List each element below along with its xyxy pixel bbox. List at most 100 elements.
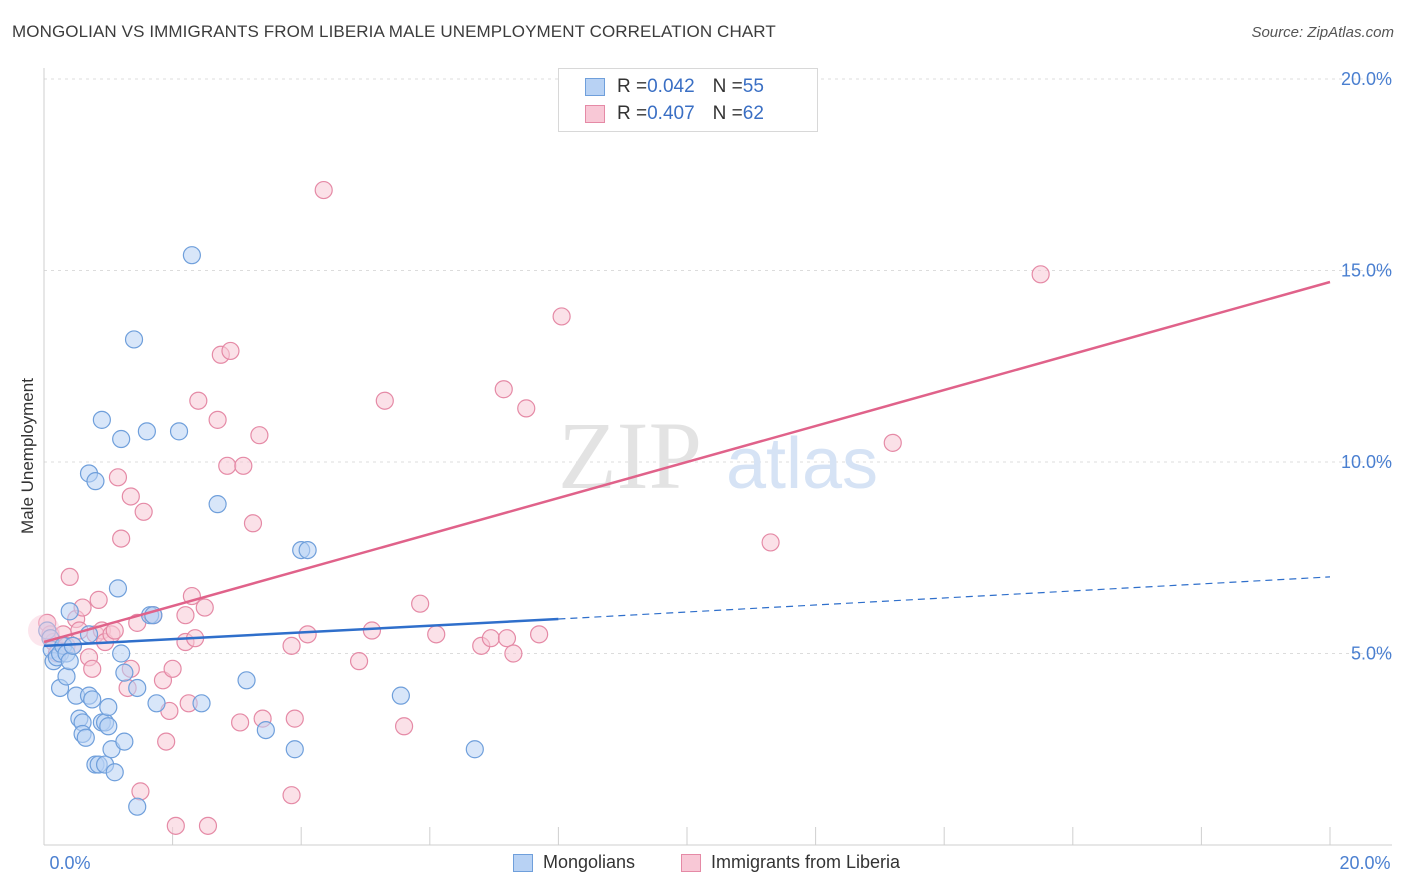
- liberia-point: [552, 307, 571, 326]
- n-value: 62: [742, 103, 764, 124]
- n-label: N =: [712, 103, 743, 124]
- r-value: 0.042: [647, 76, 695, 97]
- mongolians-point: [391, 686, 410, 705]
- x-tick-label: 0.0%: [49, 853, 90, 873]
- liberia-point: [504, 644, 523, 663]
- mongolians-point: [285, 740, 304, 759]
- legend-label: Immigrants from Liberia: [711, 852, 901, 872]
- liberia-point: [883, 433, 902, 452]
- y-axis-label: Male Unemployment: [18, 378, 37, 534]
- liberia-point: [121, 487, 140, 506]
- mongolians-point: [57, 667, 76, 686]
- liberia-point: [298, 625, 317, 644]
- liberia-point: [163, 659, 182, 678]
- source-label: Source: ZipAtlas.com: [1251, 24, 1394, 41]
- mongolians-point: [208, 495, 227, 514]
- liberia-point: [243, 514, 263, 533]
- trend-lines: [43, 280, 1331, 648]
- mongolians-point: [237, 671, 256, 690]
- mongolians-point: [86, 472, 105, 491]
- liberia-point: [349, 652, 369, 671]
- correlation-legend: R = 0.042 N = 55 R = 0.407 N = 62: [558, 68, 818, 132]
- series-legend: Mongolians Immigrants from Liberia: [0, 852, 1406, 878]
- watermark-atlas: atlas: [726, 424, 878, 504]
- n-label: N =: [712, 76, 743, 97]
- mongolians-point: [92, 410, 111, 429]
- mongolians-point: [256, 720, 275, 740]
- mongolians-point: [298, 540, 317, 560]
- liberia-point: [481, 629, 500, 648]
- mongolians-point: [169, 422, 189, 441]
- legend-label: Mongolians: [543, 852, 636, 872]
- mongolians-point: [105, 763, 124, 782]
- gridlines: [44, 78, 1392, 654]
- legend-row-liberia: R = 0.407 N = 62: [585, 102, 764, 126]
- liberia-point: [195, 598, 214, 617]
- axes: [43, 68, 1392, 846]
- liberia-point: [231, 713, 250, 732]
- mongolians-swatch: [513, 853, 533, 872]
- liberia-point: [134, 502, 153, 521]
- mongolians-point: [83, 690, 102, 709]
- mongolians-point: [60, 652, 79, 671]
- liberia-swatch: [681, 853, 701, 872]
- liberia-point: [198, 816, 218, 835]
- x-tick-label: 20.0%: [1339, 853, 1390, 873]
- mongolians-point: [192, 694, 211, 713]
- liberia-point: [218, 456, 237, 475]
- liberia-point: [411, 594, 430, 613]
- liberia-swatch: [585, 105, 605, 123]
- liberia-point: [494, 380, 513, 399]
- legend-item-mongolians[interactable]: Mongolians: [513, 852, 635, 873]
- r-value: 0.407: [647, 103, 695, 124]
- legend-item-liberia[interactable]: Immigrants from Liberia: [681, 852, 900, 873]
- liberia-point: [176, 606, 195, 625]
- liberia-point: [530, 625, 549, 644]
- mongolians-point: [112, 429, 131, 449]
- mongolians-point: [128, 797, 147, 816]
- mongolians-point: [128, 678, 147, 698]
- mongolians-point: [465, 740, 484, 759]
- liberia-point: [208, 410, 227, 429]
- liberia-point: [314, 180, 333, 200]
- liberia-point: [1031, 265, 1050, 284]
- mongolians-point: [99, 698, 118, 717]
- mongolians-point: [112, 644, 131, 663]
- mongolians-point: [147, 694, 166, 713]
- liberia-point: [517, 399, 536, 418]
- watermark: ZIP atlas: [558, 402, 878, 509]
- mongolians-point: [99, 717, 118, 736]
- mongolians-point: [76, 728, 95, 747]
- liberia-point: [108, 468, 128, 487]
- mongolians-point: [60, 602, 79, 621]
- liberia-point: [362, 621, 382, 640]
- data-points: [28, 180, 1050, 835]
- mongolians-trend-extension: [558, 576, 1331, 620]
- liberia-point: [112, 529, 131, 548]
- liberia-point: [157, 732, 176, 751]
- liberia-point: [89, 590, 108, 609]
- liberia-point: [375, 391, 394, 410]
- chart-title: MONGOLIAN VS IMMIGRANTS FROM LIBERIA MAL…: [12, 22, 776, 41]
- liberia-point: [761, 533, 780, 552]
- liberia-point: [282, 786, 301, 805]
- liberia-point: [221, 341, 240, 361]
- liberia-point: [250, 426, 269, 445]
- mongolians-point: [115, 732, 134, 751]
- mongolians-swatch: [585, 78, 605, 96]
- mongolians-point: [124, 330, 144, 349]
- liberia-point: [60, 567, 79, 587]
- liberia-point: [282, 636, 301, 655]
- mongolians-trend-line: [43, 617, 559, 648]
- liberia-point: [285, 709, 304, 728]
- y-tick-label: 20.0%: [1341, 69, 1392, 89]
- mongolians-point: [115, 663, 134, 682]
- y-tick-label: 5.0%: [1351, 644, 1392, 664]
- mongolians-point: [182, 246, 201, 265]
- r-label: R =: [617, 76, 648, 97]
- liberia-point: [234, 456, 253, 475]
- tick-labels: 5.0% 10.0% 15.0% 20.0% 0.0% 20.0%: [49, 69, 1392, 873]
- liberia-point: [166, 816, 185, 835]
- liberia-trend-line: [43, 280, 1331, 644]
